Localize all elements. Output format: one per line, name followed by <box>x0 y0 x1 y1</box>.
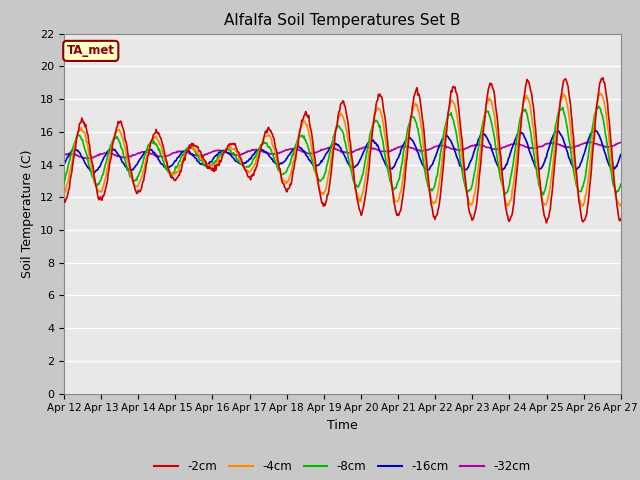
Title: Alfalfa Soil Temperatures Set B: Alfalfa Soil Temperatures Set B <box>224 13 461 28</box>
Text: TA_met: TA_met <box>67 44 115 58</box>
Y-axis label: Soil Temperature (C): Soil Temperature (C) <box>22 149 35 278</box>
Legend: -2cm, -4cm, -8cm, -16cm, -32cm: -2cm, -4cm, -8cm, -16cm, -32cm <box>150 455 535 478</box>
X-axis label: Time: Time <box>327 419 358 432</box>
